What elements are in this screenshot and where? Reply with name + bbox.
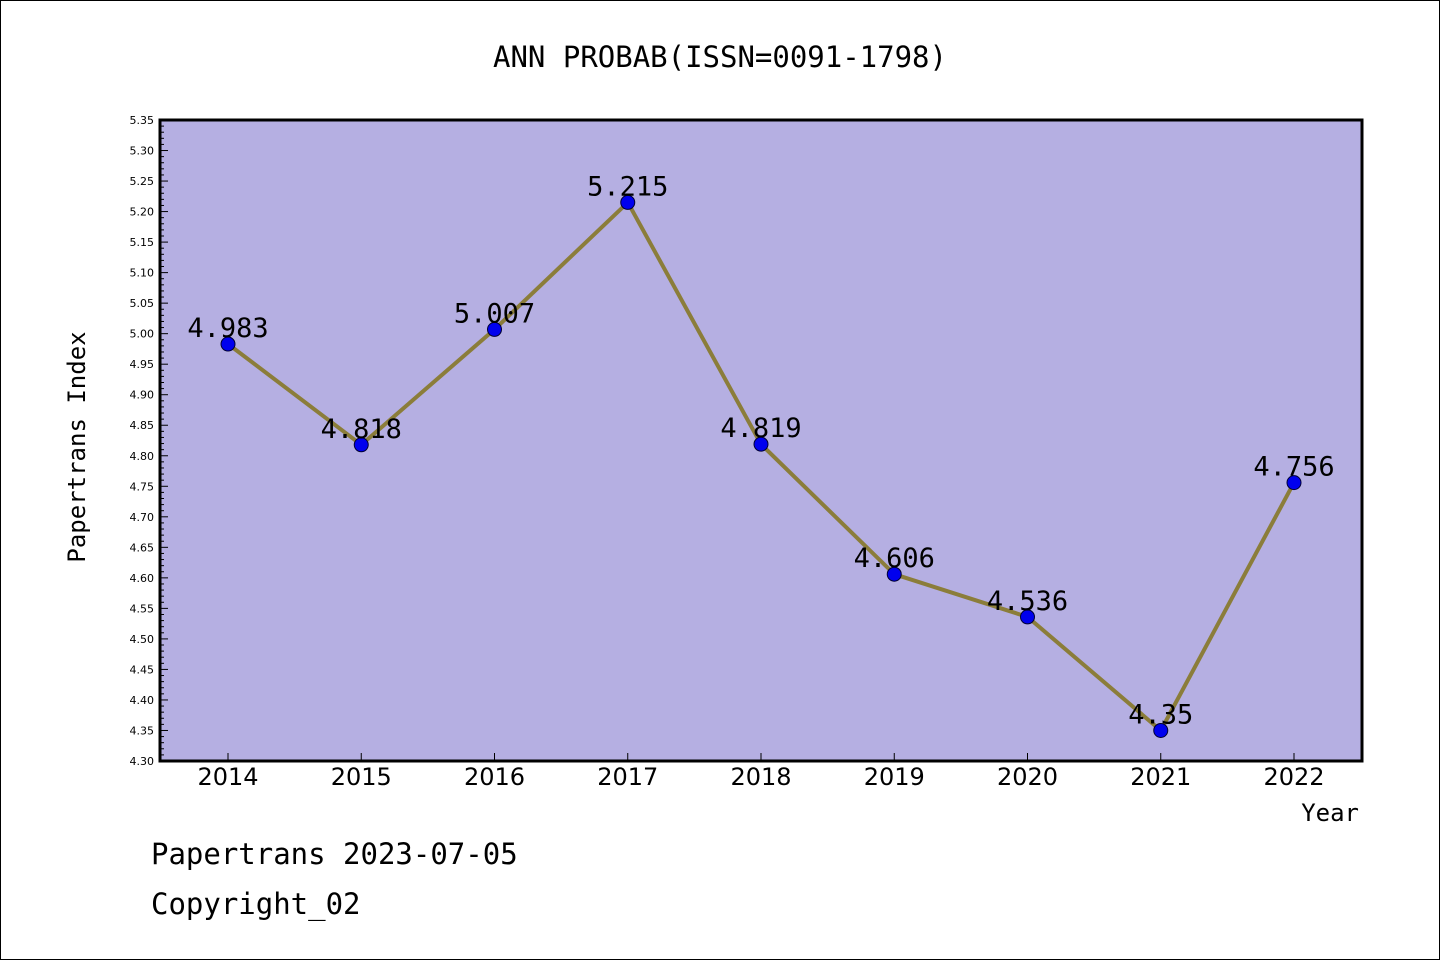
y-tick-label: 4.75: [130, 480, 155, 493]
data-label: 4.35: [1128, 699, 1193, 730]
data-point: [220, 336, 236, 352]
data-point: [353, 437, 369, 453]
x-tick-label: 2016: [464, 763, 525, 791]
x-tick-label: 2014: [197, 763, 258, 791]
data-point: [1020, 609, 1035, 625]
x-tick-label: 2022: [1263, 763, 1324, 791]
x-tick-label: 2017: [597, 763, 658, 791]
y-tick-label: 4.55: [130, 602, 155, 615]
y-tick-label: 5.25: [130, 175, 155, 188]
data-label: 5.007: [454, 298, 535, 329]
y-tick-label: 5.00: [130, 328, 155, 341]
y-axis-tick-labels: 4.30 4.35 4.40 4.45 4.50 4.55 4.60 4.65 4.70 4.75…: [130, 114, 155, 768]
x-tick-label: 2015: [331, 763, 392, 791]
y-tick-label: 5.10: [130, 267, 155, 280]
data-label: 4.536: [987, 586, 1068, 617]
data-label: 4.606: [854, 543, 935, 574]
y-tick-label: 5.15: [130, 236, 155, 249]
x-tick-label: 2021: [1130, 763, 1191, 791]
data-point: [1153, 722, 1169, 738]
y-tick-label: 5.30: [130, 145, 155, 158]
y-axis-label: Papertrans Index: [63, 331, 91, 562]
data-labels: 4.983 4.818 5.007 5.215 4.819 4.606 4.536 4.35 4…: [187, 171, 1334, 730]
y-tick-label: 5.20: [130, 206, 155, 219]
y-tick-label: 4.50: [130, 633, 155, 646]
x-tick-label: 2018: [730, 763, 791, 791]
x-axis-ticks: [227, 753, 1295, 761]
x-axis-label: Year: [1301, 799, 1359, 827]
data-label: 4.756: [1253, 452, 1334, 483]
y-tick-label: 4.30: [130, 755, 155, 768]
y-tick-label: 4.80: [130, 450, 155, 463]
y-tick-label: 4.70: [130, 511, 155, 524]
y-axis-ticks: [160, 119, 168, 762]
data-points: [220, 194, 1302, 738]
footer-copyright-line: Copyright_02: [151, 887, 361, 921]
y-tick-label: 4.65: [130, 541, 155, 554]
y-tick-label: 4.95: [130, 358, 155, 371]
x-tick-label: 2020: [997, 763, 1058, 791]
data-point: [753, 436, 769, 452]
y-tick-label: 4.60: [130, 572, 155, 585]
data-point: [487, 321, 502, 337]
y-tick-label: 4.40: [130, 694, 155, 707]
y-tick-label: 4.90: [130, 389, 155, 402]
y-tick-label: 5.05: [130, 297, 155, 310]
data-point: [886, 566, 902, 582]
y-tick-label: 4.35: [130, 724, 155, 737]
data-label: 4.983: [187, 313, 268, 344]
data-point: [1286, 475, 1302, 491]
data-label: 5.215: [587, 171, 668, 202]
x-axis-tick-labels: 2014 2015 2016 2017 2018 2019 2020 2021 2022: [197, 763, 1324, 791]
data-label: 4.818: [321, 414, 402, 445]
y-tick-label: 4.85: [130, 419, 155, 432]
y-tick-label: 5.35: [130, 114, 155, 127]
data-point: [620, 194, 636, 210]
x-tick-label: 2019: [864, 763, 925, 791]
y-tick-label: 4.45: [130, 663, 155, 676]
chart-title: ANN PROBAB(ISSN=0091-1798): [493, 40, 947, 74]
data-label: 4.819: [720, 413, 801, 444]
footer-date-line: Papertrans 2023-07-05: [151, 837, 518, 871]
